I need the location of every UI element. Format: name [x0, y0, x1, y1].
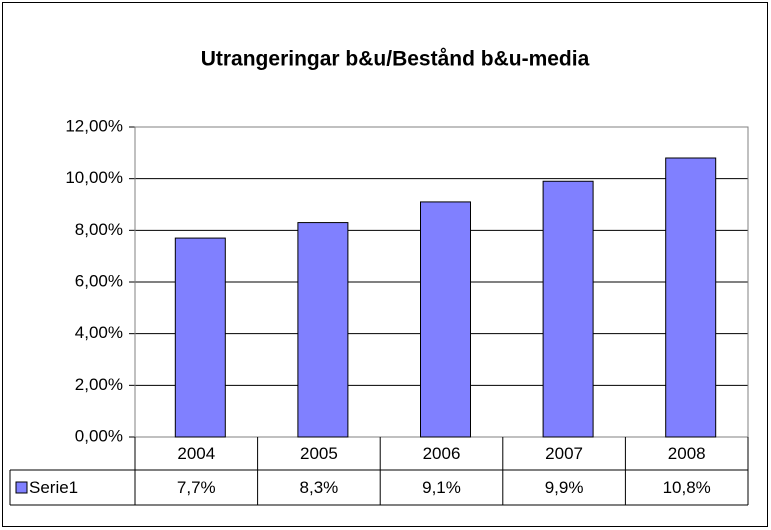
bar [665, 157, 717, 438]
x-tick-label: 2004 [177, 444, 215, 463]
legend-swatch [15, 481, 28, 494]
y-tick-label: 6,00% [75, 271, 123, 290]
y-tick-label: 0,00% [75, 426, 123, 445]
legend-label: Serie1 [29, 478, 78, 497]
value-label: 9,1% [422, 478, 461, 497]
value-label: 9,9% [545, 478, 584, 497]
bar [174, 237, 226, 438]
bar [420, 201, 471, 438]
y-tick-label: 4,00% [75, 323, 123, 342]
bar [297, 222, 349, 438]
x-tick-label: 2006 [423, 444, 461, 463]
x-tick-label: 2005 [300, 444, 338, 463]
y-tick-label: 2,00% [75, 375, 123, 394]
x-tick-label: 2008 [668, 444, 706, 463]
value-label: 7,7% [177, 478, 216, 497]
bar [542, 180, 594, 438]
value-label: 8,3% [300, 478, 339, 497]
chart-title: Utrangeringar b&u/Bestånd b&u-media [201, 48, 590, 71]
y-tick-label: 10,00% [65, 168, 123, 187]
x-tick-label: 2007 [545, 444, 583, 463]
y-tick-label: 8,00% [75, 220, 123, 239]
value-label: 10,8% [663, 478, 711, 497]
y-tick-label: 12,00% [65, 116, 123, 135]
